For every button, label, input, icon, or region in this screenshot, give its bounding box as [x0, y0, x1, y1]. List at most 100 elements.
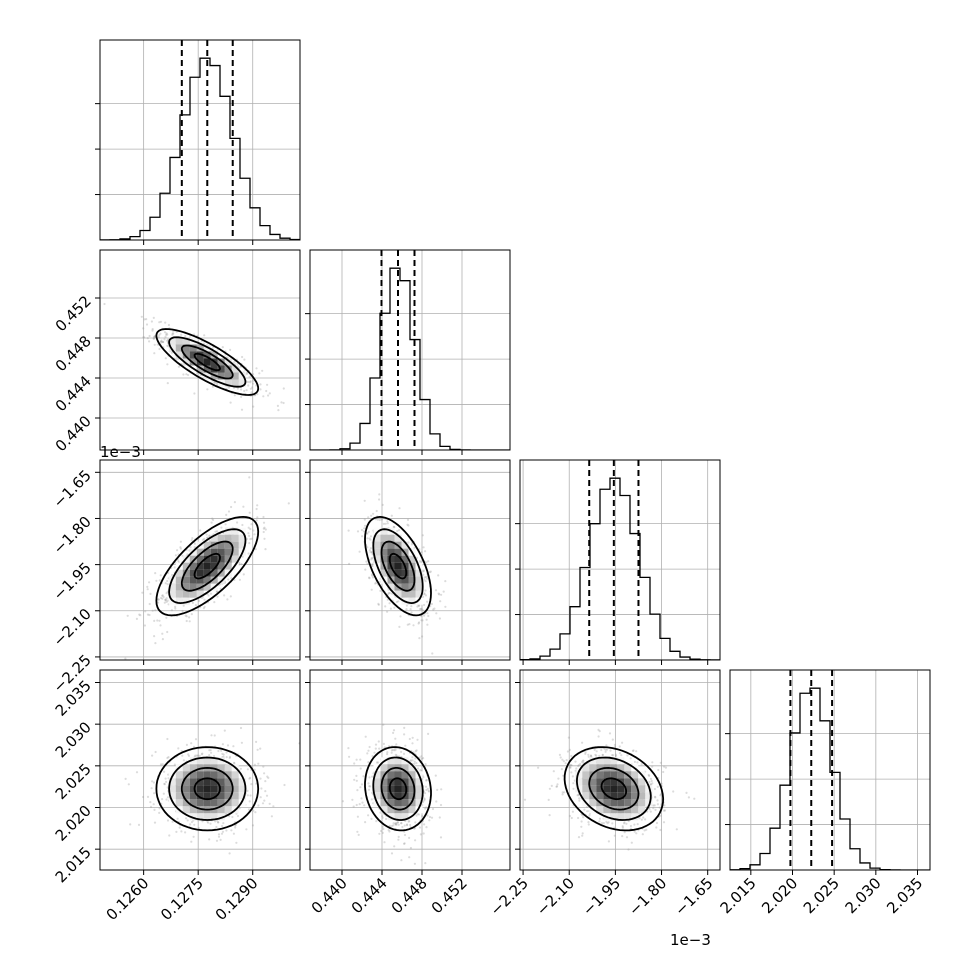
density-cell [224, 541, 232, 549]
scatter-point [146, 337, 149, 340]
scatter-point [382, 723, 385, 726]
scatter-point [422, 832, 425, 835]
scatter-point [184, 614, 187, 617]
x-tick-label: 0.444 [348, 874, 391, 917]
scatter-point [255, 519, 258, 522]
scatter-point [160, 339, 163, 342]
scatter-point [236, 521, 239, 524]
scatter-point [388, 592, 391, 595]
scatter-point [397, 835, 400, 839]
scatter-point [422, 546, 425, 549]
scatter-point [420, 607, 423, 611]
density-cell [238, 541, 246, 549]
scatter-point [437, 592, 440, 595]
scatter-point [386, 522, 389, 525]
scatter-point [581, 832, 584, 835]
density-cell [189, 792, 197, 800]
scatter-point [221, 346, 224, 349]
density-cell [224, 365, 232, 373]
scatter-point [656, 799, 659, 802]
scatter-point [564, 762, 567, 765]
scatter-point [280, 401, 283, 404]
scatter-point [157, 598, 160, 601]
density-cell [401, 590, 409, 598]
scatter-point [361, 801, 364, 804]
scatter-point [394, 749, 397, 752]
scatter-point [658, 806, 661, 809]
scatter-point [196, 754, 200, 757]
density-cell [624, 799, 632, 807]
density-cell [631, 785, 639, 793]
scatter-point [569, 766, 572, 769]
scatter-point [249, 527, 252, 531]
scatter-point [154, 572, 157, 575]
density-cell [373, 771, 381, 779]
density-cell [196, 806, 204, 814]
scatter-point [410, 611, 413, 614]
scatter-point [371, 551, 374, 554]
scatter-point [582, 816, 585, 819]
scatter-point [135, 617, 138, 621]
scatter-point [368, 745, 371, 749]
density-cell [638, 806, 646, 814]
scatter-point [598, 730, 601, 733]
scatter-point [206, 388, 209, 391]
scatter-point [425, 561, 428, 564]
density-cell [408, 806, 416, 814]
density-cell [217, 785, 225, 793]
scatter-point [202, 342, 205, 345]
scatter-point [161, 632, 164, 635]
scatter-point [240, 388, 243, 391]
scatter-point [367, 814, 370, 817]
scatter-point [400, 822, 403, 825]
scatter-point [185, 817, 188, 820]
density-cell [210, 555, 218, 563]
scatter-point [381, 517, 384, 520]
scatter-point [241, 355, 244, 359]
density-cell [203, 813, 211, 821]
density-cell [217, 757, 225, 765]
x-tick-label: −2.10 [533, 874, 578, 919]
scatter-point [378, 518, 381, 522]
density-cell [168, 590, 176, 598]
density-cell [231, 527, 239, 535]
scatter-point [186, 819, 189, 822]
scatter-point [363, 518, 366, 521]
density-cell [203, 771, 211, 779]
scatter-point [607, 840, 611, 843]
scatter-point [411, 759, 414, 762]
scatter-point [148, 613, 151, 617]
scatter-point [614, 745, 617, 749]
contour-line [372, 756, 424, 821]
scatter-point [656, 785, 659, 789]
scatter-point [228, 815, 231, 818]
scatter-point [434, 774, 437, 777]
scatter-point [201, 752, 204, 755]
scatter-point [377, 602, 380, 606]
scatter-point [416, 812, 419, 816]
scatter-point [194, 604, 197, 607]
scatter-point [137, 823, 141, 827]
scatter-point [387, 829, 390, 832]
scatter-point [161, 763, 164, 766]
scatter-point [432, 608, 435, 611]
density-cell [203, 785, 211, 793]
density-cell [217, 813, 225, 821]
scatter-point [659, 828, 662, 832]
density-cell [182, 351, 190, 359]
scatter-point [422, 570, 425, 573]
density-cell [231, 541, 239, 549]
scatter-point [367, 761, 370, 764]
scatter-point [406, 518, 410, 522]
scatter-point [394, 823, 397, 826]
scatter-point [367, 516, 370, 519]
scatter-point [347, 529, 350, 532]
scatter-point [211, 517, 214, 520]
scatter-point [663, 804, 666, 807]
scatter-point [146, 588, 149, 591]
scatter-point [194, 738, 198, 741]
scatter-point [439, 803, 443, 807]
x-tick-label: 2.035 [883, 874, 926, 917]
scatter-point [152, 337, 155, 340]
